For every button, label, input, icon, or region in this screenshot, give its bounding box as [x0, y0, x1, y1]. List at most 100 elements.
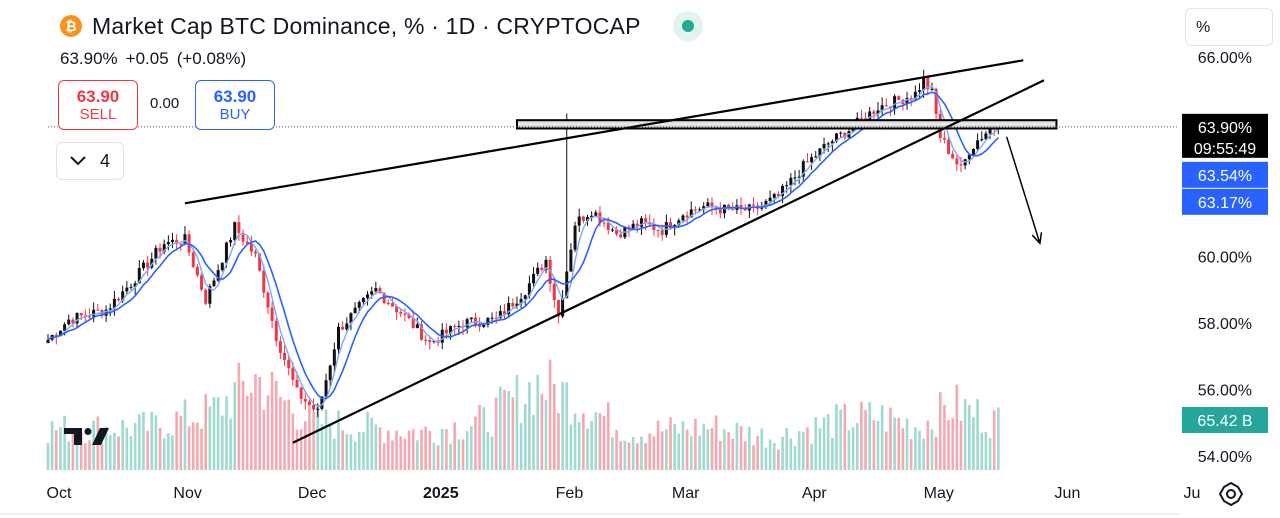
candle: [830, 141, 834, 144]
volume-bar: [864, 409, 867, 470]
volume-bar: [84, 443, 87, 470]
candle: [631, 223, 635, 229]
volume-bar: [55, 430, 58, 470]
volume-bar: [980, 432, 984, 470]
candle: [801, 161, 805, 177]
ma-slow-line: [47, 91, 999, 400]
volume-bar: [627, 442, 631, 470]
volume-bar: [187, 426, 191, 470]
volume-bar: [50, 421, 54, 470]
candle: [627, 226, 631, 229]
candle: [573, 225, 577, 250]
scale-unit-button[interactable]: %: [1185, 8, 1273, 46]
candle: [133, 283, 137, 287]
candle: [449, 326, 453, 334]
volume-bar: [403, 438, 407, 470]
volume-bar: [374, 424, 378, 470]
candle: [403, 313, 407, 315]
volume-bar: [694, 418, 697, 470]
candle: [930, 88, 934, 90]
candle: [905, 98, 909, 104]
volume-bar: [494, 397, 498, 470]
projection-arrow[interactable]: [1005, 136, 1041, 244]
volume-bar: [876, 420, 880, 470]
volume-bar: [831, 437, 834, 470]
volume-bar: [424, 426, 427, 470]
candle: [569, 249, 573, 272]
resistance-zone[interactable]: [515, 119, 1058, 130]
candle: [96, 309, 100, 311]
price-change-line: 63.90% +0.05 (+0.08%): [60, 49, 246, 69]
candle: [171, 239, 174, 242]
candle: [345, 323, 349, 330]
candle: [710, 202, 714, 208]
volume-bar: [598, 413, 602, 470]
volume-bar: [125, 427, 129, 470]
volume-bar: [764, 447, 768, 470]
last-price: 63.90%: [60, 49, 118, 68]
volume-bar: [847, 430, 851, 470]
volume-bar: [785, 428, 788, 470]
volume-bar: [204, 394, 207, 470]
candle: [378, 288, 382, 293]
candle: [602, 222, 606, 224]
volume-bar: [416, 440, 419, 470]
candle: [478, 324, 482, 327]
volume-bar: [225, 396, 228, 470]
volume-bar: [880, 405, 884, 470]
lower-trendline[interactable]: [292, 79, 1045, 444]
status-dot: [681, 20, 694, 32]
volume-bar: [706, 429, 710, 470]
buy-button[interactable]: 63.90 BUY: [195, 80, 275, 130]
volume-bar: [843, 403, 847, 470]
candle: [200, 275, 204, 290]
volume-bar: [731, 438, 735, 470]
candle: [428, 340, 432, 342]
candle: [92, 309, 96, 317]
volume-bar: [478, 404, 481, 470]
volume-bar: [719, 441, 722, 470]
volume-bar: [789, 438, 793, 470]
volume-bar: [997, 407, 1000, 470]
candle: [606, 222, 610, 231]
candle: [349, 313, 353, 324]
volume-bar: [100, 443, 104, 470]
candle: [270, 307, 274, 321]
candle: [166, 241, 170, 245]
volume-bar: [171, 435, 174, 470]
volume-bar: [183, 399, 187, 470]
volume-bar: [557, 413, 560, 470]
volume-bar: [885, 431, 888, 470]
volume-bar: [75, 437, 79, 470]
candle: [971, 149, 975, 155]
upper-trendline[interactable]: [184, 59, 1024, 205]
symbol-title[interactable]: Market Cap BTC Dominance, % · 1D · CRYPT…: [92, 12, 641, 39]
volume-bar: [104, 426, 108, 470]
candle: [361, 298, 365, 303]
volume-bar: [357, 431, 361, 470]
candle: [482, 324, 486, 327]
volume-bar: [914, 427, 917, 470]
candle: [693, 209, 697, 211]
sell-button[interactable]: 63.90 SELL: [58, 80, 138, 130]
volume-bar: [777, 449, 780, 470]
indicators-toggle-button[interactable]: 4: [56, 142, 124, 180]
volume-bar: [938, 392, 942, 470]
volume-bar: [407, 430, 411, 470]
volume-bar: [262, 409, 266, 470]
volume-bar: [959, 420, 963, 470]
candle: [789, 177, 793, 186]
candle: [291, 368, 295, 380]
candle: [909, 98, 913, 100]
tradingview-logo: [64, 428, 109, 445]
x-tick-label: Oct: [47, 485, 72, 502]
candle: [590, 215, 594, 218]
candle: [453, 326, 457, 328]
volume-bar: [92, 420, 95, 470]
settings-gear-icon[interactable]: [1217, 480, 1245, 508]
volume-bar: [283, 400, 286, 470]
market-status-icon[interactable]: [672, 11, 703, 41]
volume-bar: [353, 441, 357, 470]
candle: [552, 283, 556, 301]
